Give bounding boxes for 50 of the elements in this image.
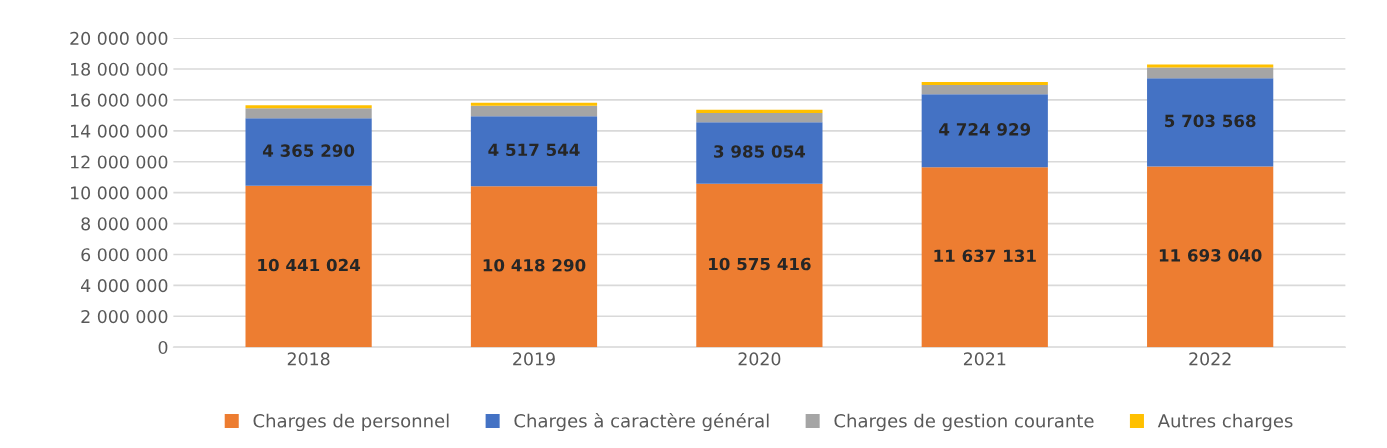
bar <box>470 116 598 187</box>
data-label: 4 724 929 <box>939 123 1031 136</box>
y-tick-label: 8 000 000 <box>81 217 168 231</box>
bar <box>696 183 823 348</box>
y-tick-label: 0 <box>158 340 168 355</box>
legend-label: Charges à caractère général <box>514 412 769 432</box>
y-tick-label: 16 000 000 <box>71 93 168 107</box>
legend-label: Charges de gestion courante <box>834 413 1094 432</box>
bar <box>696 112 823 123</box>
y-tick-label: 10 000 000 <box>71 186 168 200</box>
data-label: 3 985 054 <box>714 145 806 158</box>
data-label: 4 517 544 <box>488 143 580 157</box>
bar <box>470 102 598 106</box>
bar <box>1147 67 1274 79</box>
bar <box>921 85 1048 95</box>
x-tick-label: 2019 <box>513 352 555 366</box>
bar <box>245 105 372 109</box>
bar <box>245 118 372 186</box>
legend-label: Autres charges <box>1157 413 1293 432</box>
legend-label: Charges de personnel <box>253 413 449 432</box>
data-label: 5 703 568 <box>1165 114 1256 128</box>
y-tick-label: 20 000 000 <box>70 31 168 45</box>
data-label: 4 365 290 <box>262 144 355 157</box>
bar <box>470 105 598 117</box>
bar <box>1147 78 1274 167</box>
bar <box>921 81 1048 86</box>
x-tick-label: 2021 <box>963 352 1006 366</box>
bar <box>245 185 372 348</box>
bar <box>696 122 823 184</box>
bar <box>921 167 1048 348</box>
x-tick-label: 2020 <box>738 352 781 366</box>
data-label: 11 693 040 <box>1159 249 1262 262</box>
bar <box>1147 166 1274 348</box>
y-tick-label: 6 000 000 <box>81 248 168 262</box>
data-label: 10 418 290 <box>483 258 586 272</box>
y-tick-label: 14 000 000 <box>71 124 168 138</box>
data-label: 11 637 131 <box>934 249 1036 263</box>
data-label: 10 441 024 <box>258 258 361 272</box>
x-tick-label: 2022 <box>1189 352 1231 366</box>
y-tick-label: 4 000 000 <box>81 279 168 293</box>
x-tick-label: 2018 <box>287 352 330 366</box>
y-tick-label: 18 000 000 <box>71 62 168 76</box>
bar <box>245 108 372 119</box>
data-label: 10 575 416 <box>709 257 811 271</box>
bar <box>470 186 598 348</box>
y-tick-label: 2 000 000 <box>81 310 168 324</box>
y-tick-label: 12 000 000 <box>71 155 168 169</box>
bar <box>921 94 1048 168</box>
bar <box>1147 64 1274 68</box>
bar <box>696 109 823 113</box>
